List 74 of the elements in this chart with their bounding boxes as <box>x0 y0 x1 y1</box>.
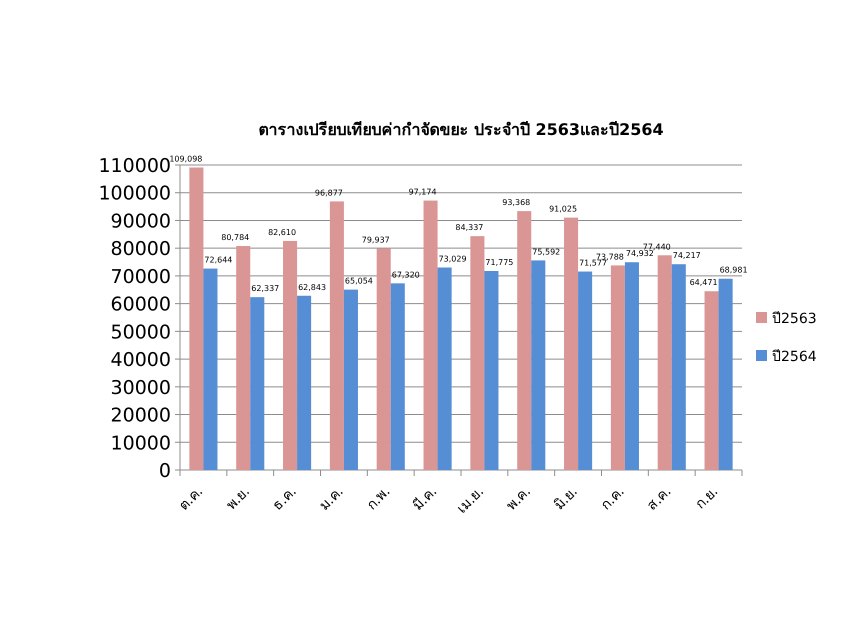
data-label: 64,471 <box>690 278 718 288</box>
x-tick-label: ก.พ. <box>364 484 394 514</box>
y-tick-label: 100000 <box>98 182 171 205</box>
data-label: 62,337 <box>251 284 280 294</box>
data-label: 67,320 <box>392 270 420 280</box>
bar <box>203 268 218 470</box>
data-label: 97,174 <box>408 188 437 197</box>
bar <box>531 260 546 470</box>
bar <box>564 218 578 470</box>
data-label: 93,368 <box>502 198 530 208</box>
x-tick-label: ต.ค. <box>176 484 206 514</box>
bar <box>376 248 391 470</box>
data-label: 77,440 <box>642 242 671 252</box>
data-label: 71,775 <box>485 258 514 267</box>
bar <box>672 264 686 470</box>
legend-label: ปี2564 <box>772 349 817 365</box>
y-tick-label: 10000 <box>110 432 171 454</box>
y-tick-label: 110000 <box>98 155 171 177</box>
data-label: 75,592 <box>532 247 560 256</box>
data-label: 74,932 <box>626 249 654 258</box>
data-label: 73,029 <box>438 254 467 264</box>
bar <box>517 211 532 470</box>
bar <box>624 262 639 470</box>
x-tick-label: มิ.ย. <box>551 484 581 514</box>
data-label: 91,025 <box>549 204 578 214</box>
data-label: 62,843 <box>298 282 326 292</box>
chart-title: ตารางเปรียบเทียบค่ากำจัดขยะ ประจำปี 2563และปี2564 <box>258 120 664 139</box>
bar <box>610 265 625 470</box>
y-tick-label: 30000 <box>110 376 171 399</box>
bar <box>658 255 672 470</box>
legend-label: ปี2563 <box>772 311 817 327</box>
bar <box>330 201 344 470</box>
bar <box>438 268 452 470</box>
data-label: 65,054 <box>344 276 373 286</box>
bar <box>250 297 264 470</box>
bar <box>344 290 358 470</box>
x-tick-label: ส.ค. <box>644 484 675 514</box>
bar <box>236 246 250 470</box>
x-tick-label: พ.ค. <box>504 484 534 514</box>
x-tick-label: ก.ค. <box>598 484 628 514</box>
x-tick-label: ก.ย. <box>692 484 722 512</box>
x-tick-label: ธ.ค. <box>270 484 300 514</box>
bar <box>283 240 298 470</box>
bar <box>189 168 204 470</box>
data-label: 84,337 <box>455 223 484 232</box>
data-label: 68,981 <box>720 266 748 275</box>
y-tick-label: 40000 <box>110 349 171 372</box>
data-label: 79,937 <box>362 235 390 244</box>
y-tick-label: 20000 <box>110 404 171 427</box>
y-tick-label: 70000 <box>110 266 171 288</box>
bar <box>470 236 484 470</box>
data-label: 96,877 <box>314 188 343 198</box>
x-tick-label: พ.ย. <box>223 484 254 514</box>
y-tick-label: 90000 <box>110 210 171 232</box>
bar <box>578 272 592 470</box>
data-label: 82,610 <box>268 228 296 237</box>
x-tick-label: เม.ย. <box>454 484 488 517</box>
x-tick-label: มี.ค. <box>410 484 440 514</box>
bar <box>424 200 438 470</box>
bar <box>484 270 498 470</box>
y-tick-label: 50000 <box>110 321 171 344</box>
data-label: 73,788 <box>596 252 624 262</box>
data-label: 80,784 <box>221 233 250 242</box>
bar <box>704 291 719 470</box>
bar <box>297 296 312 470</box>
bar <box>390 283 405 470</box>
y-tick-label: 80000 <box>110 238 171 260</box>
y-tick-label: 0 <box>158 460 171 482</box>
y-tick-label: 60000 <box>110 294 171 316</box>
x-tick-label: ม.ค. <box>316 484 347 514</box>
data-label: 74,217 <box>672 251 701 260</box>
bar <box>718 278 733 470</box>
data-label: 72,644 <box>204 256 232 265</box>
data-label: 109,098 <box>169 154 202 164</box>
